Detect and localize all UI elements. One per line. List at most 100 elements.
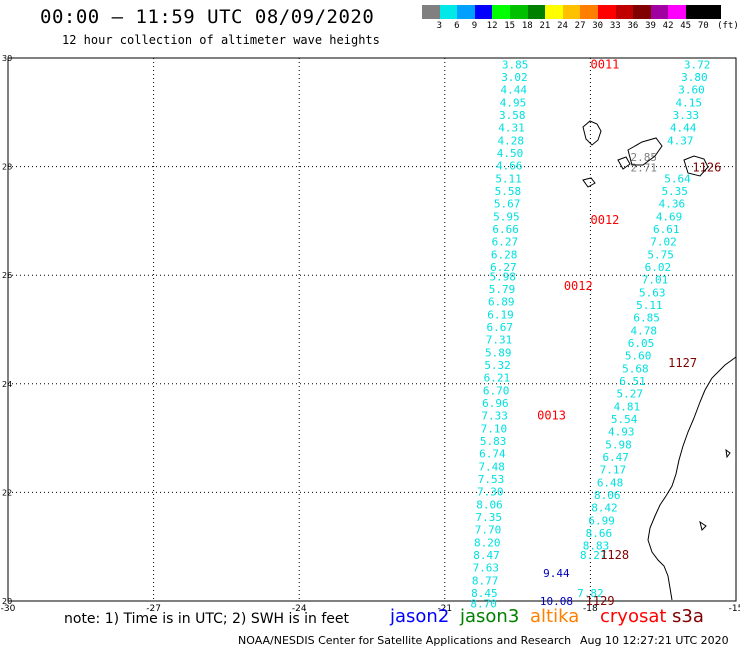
swh-value: 7.01 [642,274,669,287]
color-scale-label: 42 [662,21,674,31]
time-label: 0012 [591,213,620,227]
swh-value: 4.81 [614,401,641,414]
swh-value: 6.28 [491,249,518,262]
swh-value: 7.63 [473,561,500,574]
satellite-altika: altika [530,606,580,627]
x-tick-label: -27 [146,604,161,614]
color-scale-swatch [457,5,475,19]
swh-value: 5.27 [616,388,643,401]
color-scale-swatch [703,5,722,19]
footer-timestamp: Aug 10 12:27:21 UTC 2020 [580,634,729,647]
swh-value: 6.66 [492,223,519,236]
color-scale-swatch [668,5,686,19]
time-label: 0012 [564,279,593,293]
swh-value: 4.66 [496,160,523,173]
island [582,177,596,188]
swh-value: 5.35 [661,185,688,198]
swh-value: 5.54 [611,413,638,426]
swh-value: 4.50 [497,147,524,160]
swh-value: 8.27 [580,549,607,562]
swh-value: 8.45 [471,587,498,600]
swh-value: 9.44 [543,567,570,580]
swh-value: 7.17 [600,464,627,477]
swh-value: 5.64 [664,173,691,186]
color-scale-label: 12 [486,21,498,31]
color-scale-label: 33 [609,21,621,31]
swh-value: 7.82 [577,587,604,600]
page-title: 00:00 – 11:59 UTC 08/09/2020 [40,6,375,28]
swh-value: 7.02 [650,236,677,249]
swh-value: 7.30 [477,485,504,498]
swh-value: 7.33 [481,409,508,422]
swh-value: 6.47 [602,451,629,464]
color-scale-label: 27 [574,21,586,31]
swh-value: 8.83 [583,540,610,553]
color-scale-label: 70 [697,21,709,31]
coastline [647,356,737,601]
color-scale-label: 6 [454,21,460,31]
swh-value: 6.19 [487,308,514,321]
color-scale-swatch [598,5,616,19]
color-scale-swatch [650,5,669,19]
swh-value: 8.47 [473,549,500,562]
swh-value: 4.44 [500,83,527,96]
swh-value: 8.77 [472,574,499,587]
swh-value: 5.75 [647,249,674,262]
swh-value: 3.58 [499,109,526,122]
swh-value: 6.70 [483,384,510,397]
swh-value: 6.74 [479,447,506,460]
swh-value: 5.11 [636,299,663,312]
satellite-cryosat: cryosat [600,606,667,627]
swh-value: 7.48 [478,460,505,473]
swh-value: 4.28 [498,135,525,148]
swh-value: 5.63 [639,287,666,300]
x-tick-label: -21 [437,604,452,614]
color-scale-label: 18 [521,21,533,31]
color-scale-unit: (ft) [717,21,739,31]
time-label: 1127 [668,356,697,370]
island [617,156,631,170]
color-scale-swatch [422,5,440,19]
swh-value: 4.44 [670,122,697,135]
swh-value: 4.93 [608,426,635,439]
swh-value: 6.99 [588,515,615,528]
swh-value: 4.95 [500,97,527,110]
swh-value: 5.83 [480,435,507,448]
swh-value: 7.53 [478,473,505,486]
swh-value: 5.58 [495,185,522,198]
island [582,120,602,146]
satellite-jason3: jason3 [460,606,520,627]
color-scale-label: 3 [436,21,442,31]
swh-value: 5.32 [484,359,511,372]
satellite-s3a: s3a [672,606,704,627]
time-label: 1129 [586,594,615,608]
x-tick-label: -30 [1,604,16,614]
swh-value: 6.48 [597,477,624,490]
swh-value: 4.78 [631,325,658,338]
swh-value: 6.02 [645,261,672,274]
color-scale-label: 15 [504,21,516,31]
swh-value: 6.61 [653,223,680,236]
footer-credit: NOAA/NESDIS Center for Satellite Applica… [238,634,572,647]
swh-value: 6.21 [484,371,511,384]
swh-value: 4.37 [667,135,694,148]
swh-value: 5.67 [494,198,521,211]
swh-value: 4.69 [656,211,683,224]
island [627,137,663,166]
y-tick-label: 28 [2,163,12,172]
swh-value: 8.20 [474,536,501,549]
swh-value: 5.11 [495,173,522,186]
swh-value: 4.36 [659,198,686,211]
color-scale-label: 9 [471,21,478,31]
color-scale-label: 36 [627,21,639,31]
swh-value: 3.33 [673,109,700,122]
y-tick-label: 24 [2,380,12,389]
swh-value: 3.02 [501,71,528,84]
swh-value: 6.85 [633,312,660,325]
page-subtitle: 12 hour collection of altimeter wave hei… [62,33,380,47]
swh-value: 7.10 [481,422,508,435]
time-label: 1128 [600,548,629,562]
island [699,520,707,531]
swh-value: 5.60 [625,350,652,363]
